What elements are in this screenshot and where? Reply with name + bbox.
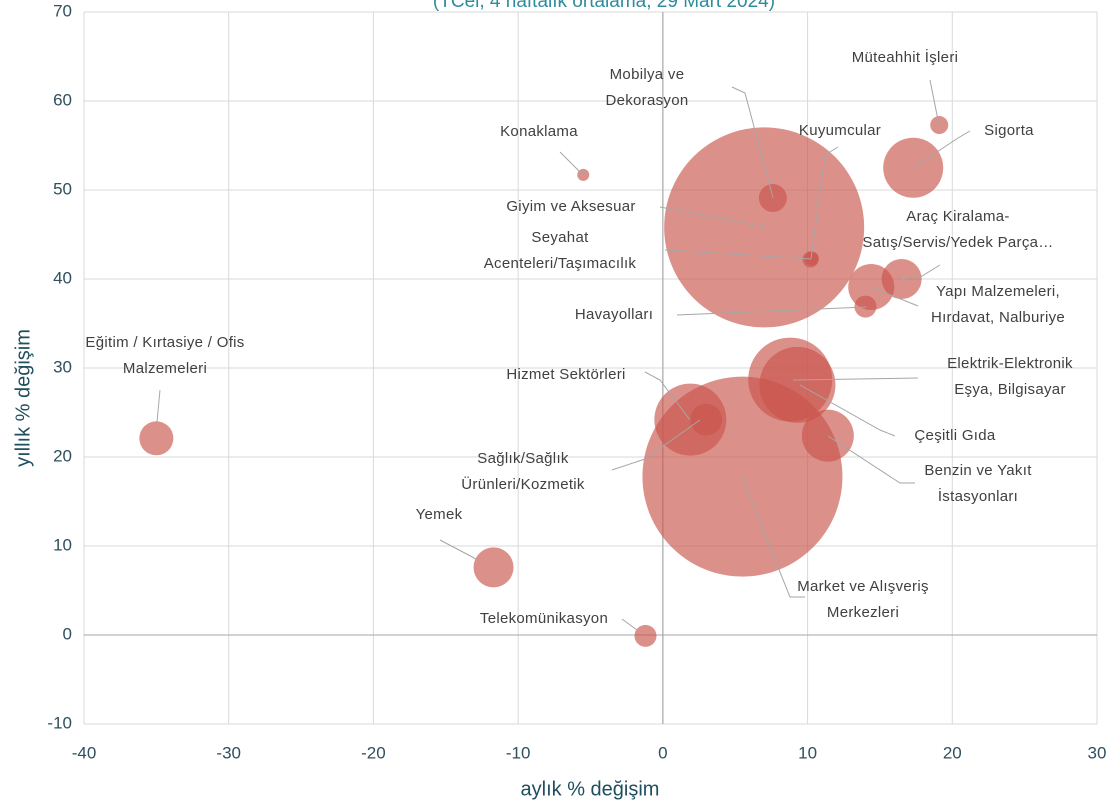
x-axis-title: aylık % değişim: [521, 778, 660, 800]
bubble-label: Havayolları: [575, 306, 653, 323]
bubble-label: Malzemeleri: [123, 360, 207, 377]
leader-line: [621, 618, 638, 631]
bubble-label: Eğitim / Kırtasiye / Ofis: [85, 334, 244, 351]
bubble-label: Sigorta: [984, 122, 1034, 139]
x-tick-label: 30: [1088, 743, 1107, 762]
x-tick-label: -40: [72, 743, 97, 762]
bubble-label: Dekorasyon: [605, 92, 688, 109]
bubble-label: Yapı Malzemeleri,: [936, 283, 1060, 300]
bubble-label: Müteahhit İşleri: [852, 48, 959, 66]
bubble: [139, 421, 174, 456]
bubble-label: Hırdavat, Nalburiye: [931, 309, 1065, 326]
bubble-label: Eşya, Bilgisayar: [954, 381, 1066, 398]
y-axis-title: yıllık % değişim: [12, 329, 34, 467]
bubble-label: Benzin ve Yakıt: [924, 462, 1032, 479]
bubble: [881, 259, 922, 299]
bubble-label: Acenteleri/Taşımacılık: [484, 255, 637, 272]
y-tick-label: 50: [53, 179, 72, 198]
bubble: [748, 337, 833, 422]
leader-line: [644, 371, 691, 421]
leader-line: [799, 384, 896, 437]
chart-subtitle: (TCel, 4 haftalık ortalama, 29 Mart 2024…: [433, 0, 775, 12]
bubble: [804, 251, 819, 266]
leader-line: [792, 377, 919, 381]
leader-line: [664, 249, 812, 260]
bubble-label: Hizmet Sektörleri: [506, 366, 625, 383]
bubble-label: Çeşitli Gıda: [914, 427, 995, 444]
bubble-label: Satış/Servis/Yedek Parça…: [862, 234, 1053, 251]
leader-line: [929, 79, 940, 126]
x-tick-label: 0: [658, 743, 667, 762]
bubble-label: Seyahat: [531, 229, 589, 246]
y-tick-label: 10: [53, 535, 72, 554]
y-tick-label: 40: [53, 268, 72, 287]
bubble-label: Market ve Alışveriş: [797, 578, 929, 595]
bubble-label: Elektrik-Elektronik: [947, 355, 1073, 372]
y-tick-label: 60: [53, 90, 72, 109]
leader-line: [676, 306, 867, 316]
y-tick-label: 70: [53, 1, 72, 20]
leader-line: [912, 130, 971, 169]
bubble-label: Mobilya ve: [610, 66, 685, 83]
bubble: [664, 127, 865, 328]
bubble-label: İstasyonları: [938, 487, 1018, 505]
y-tick-label: 20: [53, 446, 72, 465]
x-tick-label: -30: [216, 743, 241, 762]
leader-line: [659, 206, 766, 228]
leader-line: [611, 419, 701, 471]
bubble-label: Konaklama: [500, 123, 578, 140]
bubble-label: Araç Kiralama-: [906, 208, 1009, 225]
leader-line: [156, 389, 161, 423]
y-tick-label: -10: [47, 713, 72, 732]
bubble: [473, 547, 514, 588]
leader-line: [559, 151, 584, 176]
bubble-label: Merkezleri: [827, 604, 899, 621]
x-tick-label: -20: [361, 743, 386, 762]
bubble: [634, 624, 657, 647]
leader-line: [741, 476, 805, 598]
bubble-label: Telekomünikasyon: [480, 610, 608, 627]
x-tick-label: -10: [506, 743, 531, 762]
bubble: [930, 116, 949, 135]
leader-line: [810, 146, 839, 260]
bubble-label: Yemek: [416, 506, 463, 523]
leader-line: [439, 539, 479, 561]
y-tick-label: 0: [63, 624, 72, 643]
leader-line: [870, 286, 919, 307]
leader-line: [827, 435, 915, 484]
bubble: [642, 376, 843, 577]
bubble-label: Kuyumcular: [799, 122, 881, 139]
bubble: [801, 409, 854, 462]
leader-line: [901, 264, 941, 280]
bubble-label: Giyim ve Aksesuar: [506, 198, 635, 215]
x-tick-label: 20: [943, 743, 962, 762]
y-tick-label: 30: [53, 357, 72, 376]
leader-line: [731, 86, 774, 199]
bubble-label: Ürünleri/Kozmetik: [461, 475, 585, 493]
bubble-label: Sağlık/Sağlık: [477, 450, 569, 467]
x-tick-label: 10: [798, 743, 817, 762]
